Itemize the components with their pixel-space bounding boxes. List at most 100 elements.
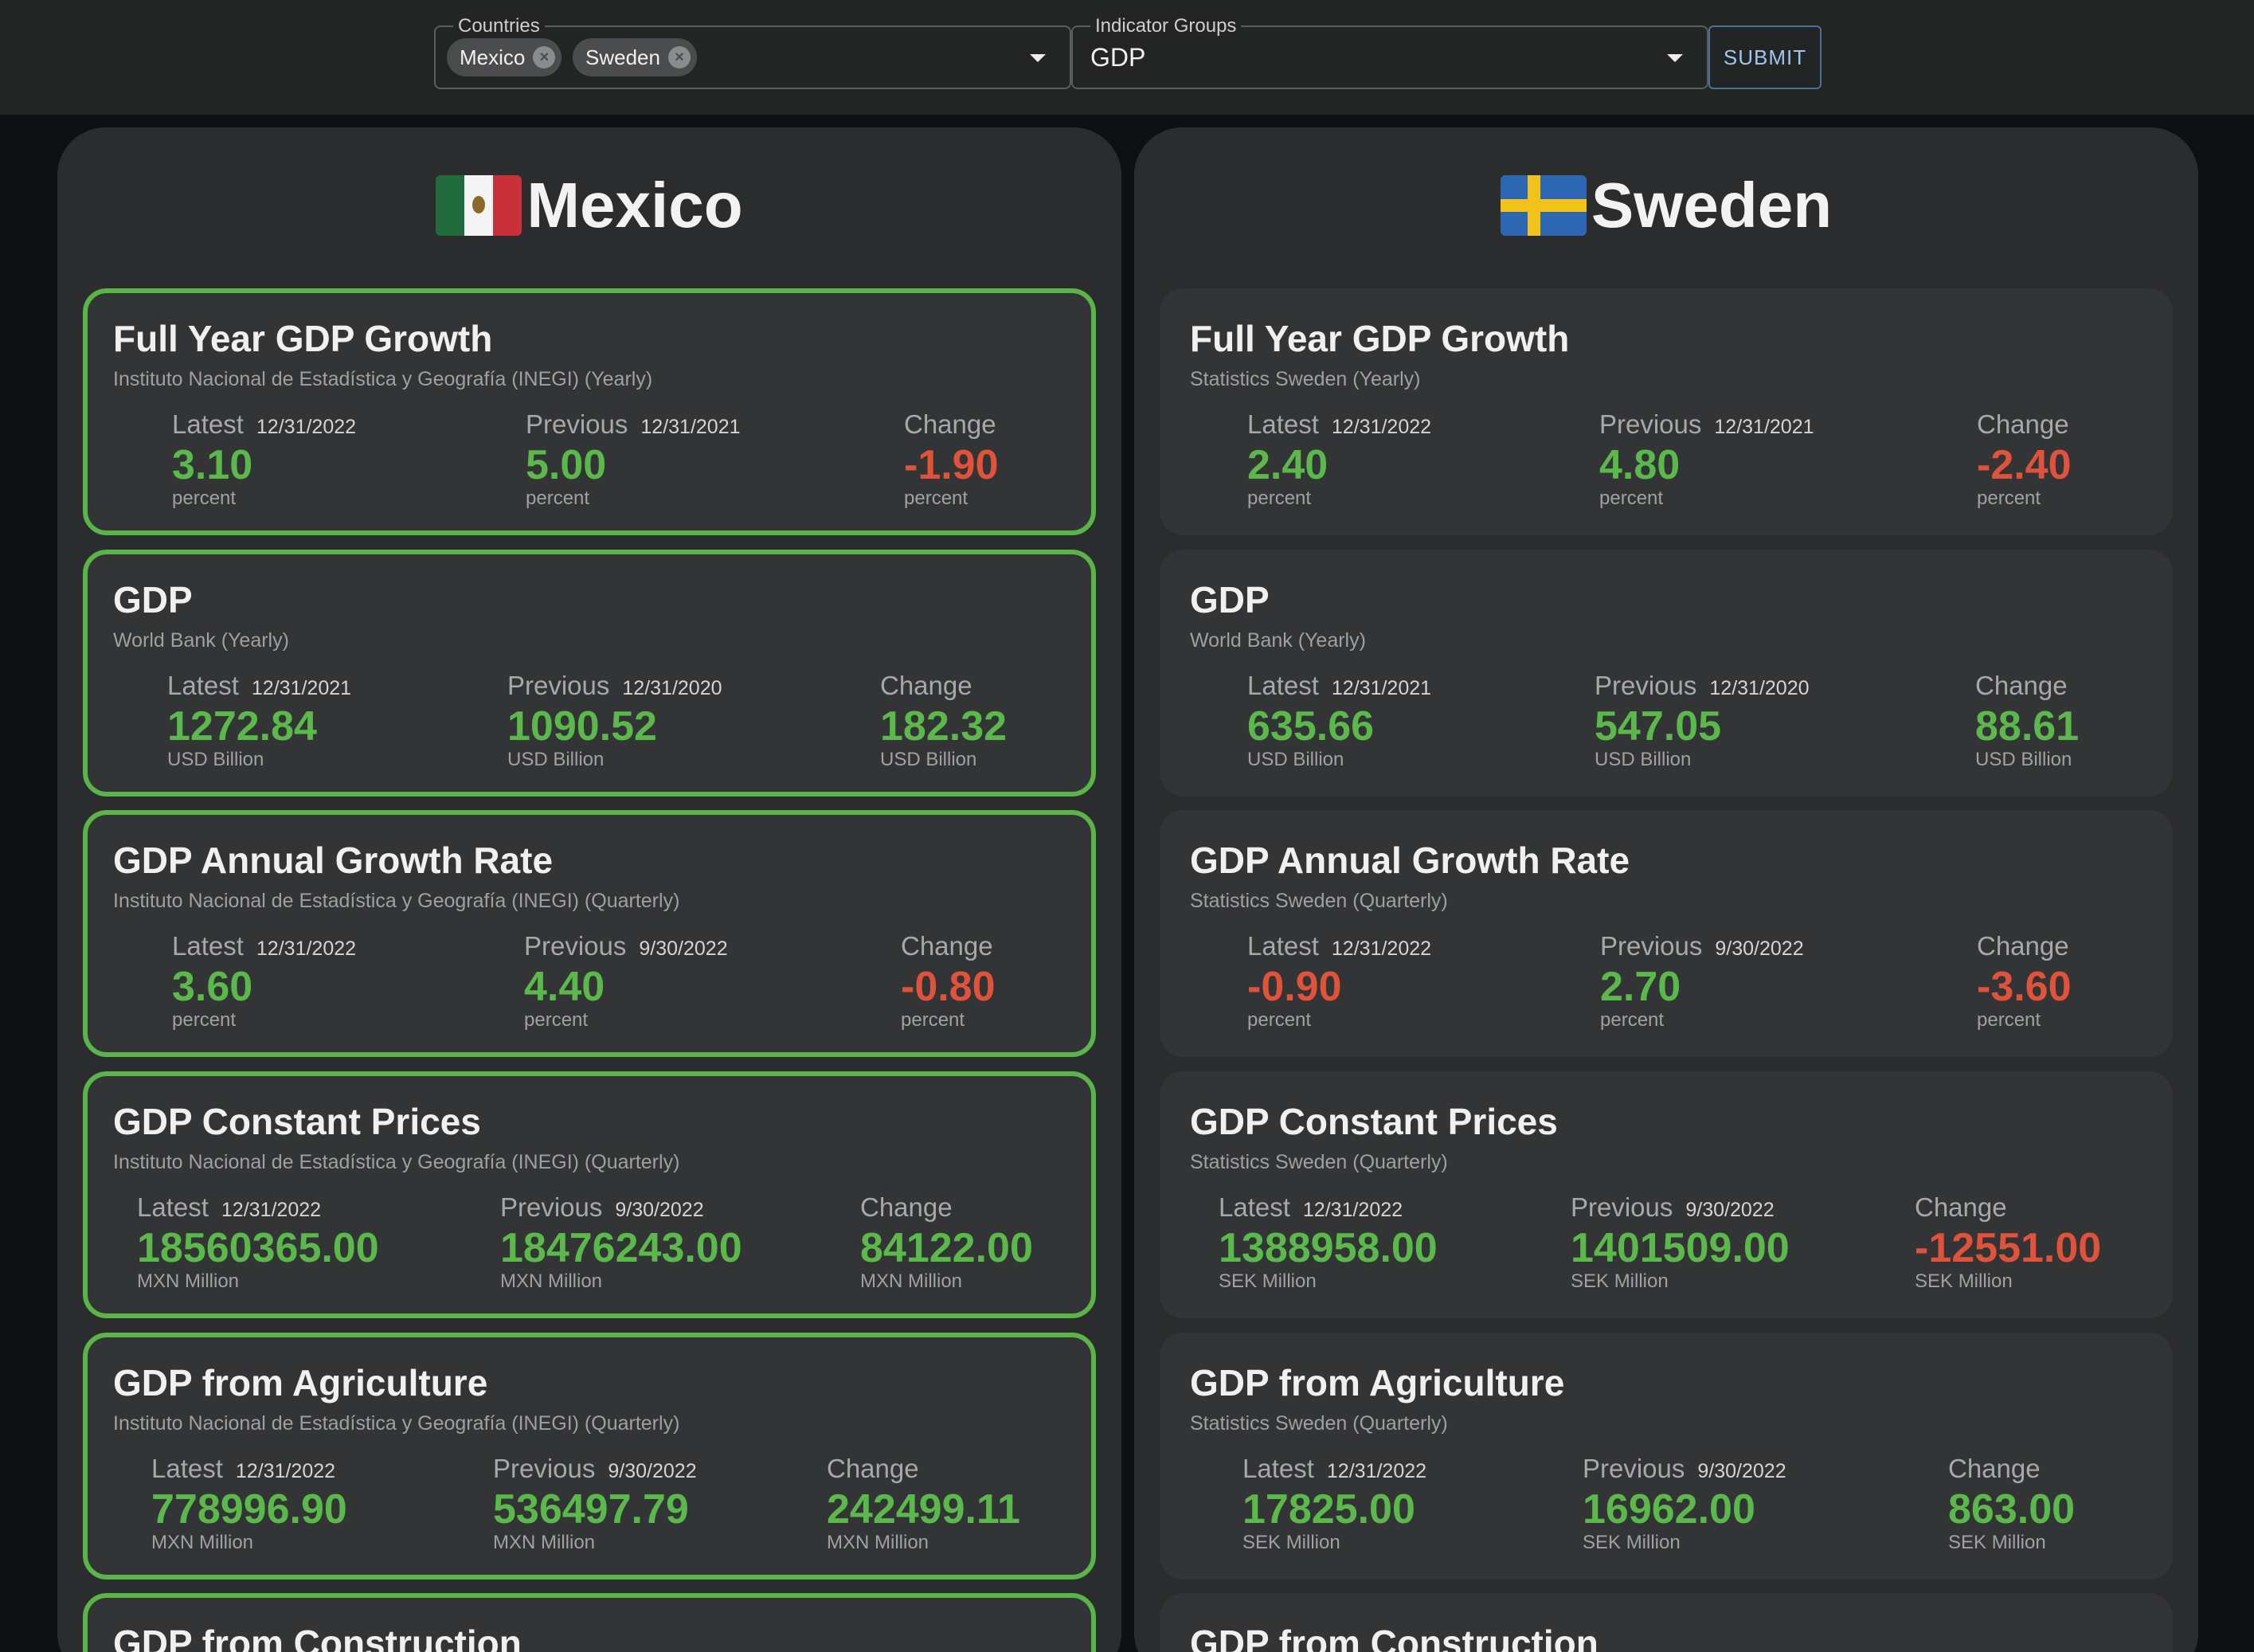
country-panel-sweden: Sweden Full Year GDP Growth Statistics S… bbox=[1134, 127, 2198, 1652]
metric-label: Latest bbox=[1247, 409, 1319, 439]
metric-label: Previous bbox=[500, 1192, 603, 1222]
metric-label: Latest bbox=[1242, 1454, 1314, 1483]
metric-label: Latest bbox=[1247, 931, 1319, 961]
indicator-card[interactable]: GDP from Agriculture Instituto Nacional … bbox=[83, 1333, 1096, 1580]
metric-date: 9/30/2022 bbox=[1715, 938, 1804, 960]
metric-value: 778996.90 bbox=[151, 1486, 347, 1533]
metric-value: -12551.00 bbox=[1915, 1225, 2102, 1271]
metric-date: 12/31/2021 bbox=[1331, 677, 1432, 699]
mexico-flag-icon bbox=[436, 175, 522, 236]
metric-label: Latest bbox=[1247, 671, 1319, 700]
metric-date: 12/31/2022 bbox=[256, 416, 357, 438]
indicator-groups-label: Indicator Groups bbox=[1090, 15, 1242, 37]
indicator-card[interactable]: GDP Constant Prices Instituto Nacional d… bbox=[83, 1071, 1096, 1318]
metric-value: 1388958.00 bbox=[1219, 1225, 1438, 1271]
countries-label: Countries bbox=[453, 15, 545, 37]
metric-latest: Latest 12/31/2022 18560365.00 MXN Million bbox=[137, 1192, 379, 1293]
metric-unit: MXN Million bbox=[137, 1270, 240, 1292]
card-title: GDP from Construction bbox=[113, 1623, 522, 1652]
countries-select[interactable]: Countries Mexico × Sweden × bbox=[434, 15, 1071, 89]
indicator-card[interactable]: GDP from Construction bbox=[83, 1593, 1096, 1652]
card-source: World Bank (Yearly) bbox=[113, 629, 289, 652]
metric-date: 12/31/2021 bbox=[251, 677, 352, 699]
indicator-card[interactable]: GDP Constant Prices Statistics Sweden (Q… bbox=[1160, 1071, 2173, 1318]
card-title: GDP Constant Prices bbox=[113, 1101, 481, 1142]
metric-previous: Previous 9/30/2022 18476243.00 MXN Millio… bbox=[500, 1192, 742, 1293]
country-name: Mexico bbox=[526, 170, 743, 241]
chevron-down-icon[interactable] bbox=[1667, 54, 1683, 62]
metric-unit: MXN Million bbox=[500, 1270, 603, 1292]
chevron-down-icon[interactable] bbox=[1030, 54, 1046, 62]
metric-label: Change bbox=[860, 1192, 953, 1222]
metric-value: 635.66 bbox=[1247, 703, 1375, 750]
chip-remove-icon[interactable]: × bbox=[667, 46, 691, 69]
country-chip-mexico[interactable]: Mexico × bbox=[447, 38, 562, 76]
metric-date: 9/30/2022 bbox=[1685, 1199, 1775, 1221]
card-title: GDP from Construction bbox=[1190, 1623, 1599, 1652]
metric-date: 12/31/2022 bbox=[221, 1199, 322, 1221]
indicator-card[interactable]: GDP World Bank (Yearly) Latest 12/31/2021… bbox=[83, 550, 1096, 797]
metric-unit: MXN Million bbox=[493, 1532, 596, 1553]
indicator-card[interactable]: GDP from Construction bbox=[1160, 1593, 2173, 1652]
metric-value: 182.32 bbox=[880, 703, 1008, 750]
metric-date: 12/31/2022 bbox=[1326, 1460, 1427, 1482]
metric-value: 863.00 bbox=[1948, 1486, 2076, 1533]
metric-value: -0.90 bbox=[1247, 964, 1342, 1010]
metric-label: Change bbox=[901, 931, 993, 961]
metric-label: Previous bbox=[526, 409, 628, 439]
indicator-card[interactable]: GDP from Agriculture Statistics Sweden (… bbox=[1160, 1333, 2173, 1580]
metric-value: 5.00 bbox=[526, 442, 607, 488]
metric-date: 12/31/2022 bbox=[256, 938, 357, 960]
country-heading: Mexico bbox=[57, 169, 1121, 242]
metric-label: Latest bbox=[1219, 1192, 1290, 1222]
metric-label: Change bbox=[904, 409, 996, 439]
metric-change: Change -2.40 percent bbox=[1977, 409, 2072, 510]
metric-date: 12/31/2021 bbox=[640, 416, 741, 438]
metric-label: Latest bbox=[151, 1454, 223, 1483]
metric-change: Change 242499.11 MXN Million bbox=[827, 1454, 1020, 1554]
metric-value: 4.40 bbox=[524, 964, 605, 1010]
metric-date: 12/31/2022 bbox=[1302, 1199, 1403, 1221]
metric-latest: Latest 12/31/2022 -0.90 percent bbox=[1247, 931, 1431, 1032]
country-chip-sweden[interactable]: Sweden × bbox=[573, 38, 697, 76]
metric-label: Previous bbox=[1583, 1454, 1685, 1483]
metric-date: 9/30/2022 bbox=[608, 1460, 697, 1482]
metric-label: Latest bbox=[172, 409, 244, 439]
indicator-groups-select[interactable]: Indicator Groups GDP bbox=[1071, 15, 1708, 89]
metric-date: 12/31/2022 bbox=[1331, 416, 1432, 438]
metric-value: -2.40 bbox=[1977, 442, 2072, 488]
metric-change: Change 182.32 USD Billion bbox=[880, 671, 1007, 771]
metric-unit: USD Billion bbox=[1975, 749, 2072, 770]
metric-unit: percent bbox=[1247, 487, 1312, 509]
metric-date: 12/31/2021 bbox=[1714, 416, 1814, 438]
indicator-card[interactable]: GDP World Bank (Yearly) Latest 12/31/2021… bbox=[1160, 550, 2173, 797]
indicator-card[interactable]: Full Year GDP Growth Statistics Sweden (… bbox=[1160, 288, 2173, 535]
metric-latest: Latest 12/31/2021 1272.84 USD Billion bbox=[167, 671, 351, 771]
metric-date: 9/30/2022 bbox=[639, 938, 728, 960]
indicator-card[interactable]: GDP Annual Growth Rate Instituto Naciona… bbox=[83, 810, 1096, 1057]
submit-button[interactable]: SUBMIT bbox=[1708, 25, 1822, 89]
metric-unit: percent bbox=[901, 1009, 965, 1031]
metric-unit: SEK Million bbox=[1915, 1270, 2013, 1292]
metric-unit: SEK Million bbox=[1242, 1532, 1340, 1553]
metric-label: Latest bbox=[167, 671, 239, 700]
metric-previous: Previous 9/30/2022 1401509.00 SEK Million bbox=[1571, 1192, 1790, 1293]
metric-unit: percent bbox=[1977, 487, 2041, 509]
metric-label: Change bbox=[1977, 931, 2069, 961]
metric-label: Previous bbox=[1600, 931, 1703, 961]
indicator-card[interactable]: Full Year GDP Growth Instituto Nacional … bbox=[83, 288, 1096, 535]
metric-label: Change bbox=[827, 1454, 919, 1483]
metric-value: -3.60 bbox=[1977, 964, 2072, 1010]
metric-unit: percent bbox=[1247, 1009, 1312, 1031]
metric-latest: Latest 12/31/2022 2.40 percent bbox=[1247, 409, 1431, 510]
sweden-flag-icon bbox=[1500, 175, 1587, 236]
metric-unit: percent bbox=[172, 487, 237, 509]
card-title: GDP Annual Growth Rate bbox=[1190, 840, 1630, 881]
card-title: GDP Constant Prices bbox=[1190, 1101, 1558, 1142]
metric-previous: Previous 12/31/2020 1090.52 USD Billion bbox=[507, 671, 722, 771]
metric-previous: Previous 9/30/2022 16962.00 SEK Million bbox=[1583, 1454, 1786, 1554]
chip-remove-icon[interactable]: × bbox=[533, 46, 556, 69]
metric-previous: Previous 9/30/2022 536497.79 MXN Million bbox=[493, 1454, 697, 1554]
metric-unit: MXN Million bbox=[860, 1270, 963, 1292]
indicator-card[interactable]: GDP Annual Growth Rate Statistics Sweden… bbox=[1160, 810, 2173, 1057]
